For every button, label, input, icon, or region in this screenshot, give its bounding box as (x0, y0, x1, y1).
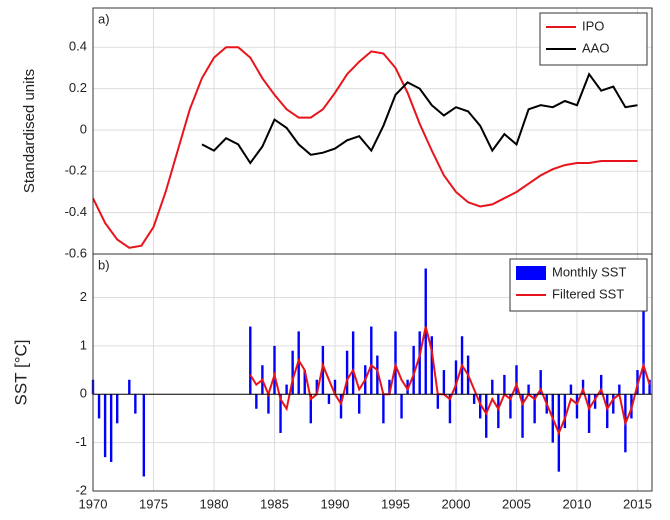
bar (345, 350, 349, 395)
bar (255, 394, 258, 409)
bar (267, 394, 270, 414)
bar (515, 365, 518, 395)
bar (472, 394, 476, 404)
bar (388, 379, 391, 395)
bar (478, 394, 482, 419)
y-tick-label: 2 (80, 289, 87, 304)
bar (527, 384, 530, 395)
y-tick-label: -1 (75, 434, 87, 449)
bar (436, 394, 440, 409)
bar (606, 394, 609, 429)
bar (142, 394, 146, 477)
bar (521, 394, 524, 438)
bar (491, 379, 494, 395)
y-tick-label: 0 (80, 386, 87, 401)
bar (279, 394, 282, 433)
bar (569, 384, 573, 395)
bar (587, 394, 591, 433)
bar (430, 336, 433, 395)
bar (539, 370, 542, 395)
bar (485, 394, 488, 438)
bar (273, 345, 276, 395)
bar (109, 394, 113, 462)
bar (442, 370, 446, 395)
bar (97, 394, 101, 419)
bar (315, 379, 319, 395)
x-tick-label: 2000 (442, 496, 471, 511)
y-tick-label: -0.6 (65, 245, 87, 260)
bar (382, 394, 385, 424)
x-tick-label: 1975 (139, 496, 168, 511)
y-axis-label: Standardised units (21, 69, 38, 193)
x-tick-label: 1990 (321, 496, 350, 511)
bar (103, 394, 107, 458)
bar (612, 394, 615, 414)
series-line (201, 72, 638, 165)
bar (249, 326, 252, 395)
bar (333, 379, 337, 395)
x-tick-label: 1970 (79, 496, 108, 511)
bar (575, 394, 579, 419)
bar (503, 374, 506, 395)
bar (376, 355, 379, 395)
bar (593, 394, 597, 409)
bar (128, 379, 131, 395)
bar (357, 394, 361, 414)
bar (303, 370, 306, 395)
y-tick-label: -2 (75, 482, 87, 497)
bar (599, 374, 603, 395)
x-tick-label: 2005 (502, 496, 531, 511)
bar (563, 394, 567, 429)
bar (497, 394, 500, 429)
x-tick-label: 1995 (381, 496, 410, 511)
bar (618, 384, 621, 395)
y-tick-label: 0 (80, 121, 87, 136)
legend-swatch (516, 266, 546, 280)
x-tick-label: 2015 (623, 496, 652, 511)
bar (115, 394, 119, 424)
bar (533, 394, 536, 424)
x-tick-label: 1985 (260, 496, 289, 511)
y-tick-label: 0.4 (69, 39, 87, 54)
bar (412, 345, 415, 395)
bar (291, 350, 294, 395)
y-tick-label: -0.2 (65, 163, 87, 178)
bar (454, 360, 458, 395)
series-line (92, 46, 638, 249)
legend-label: Filtered SST (552, 286, 624, 301)
legend-label: AAO (582, 40, 609, 55)
bar (370, 326, 373, 395)
bar (424, 268, 427, 395)
bar (285, 384, 288, 395)
bar (642, 302, 645, 395)
y-axis-label: SST [°C] (11, 340, 30, 406)
bar (418, 331, 421, 395)
legend-label: Monthly SST (552, 264, 626, 279)
x-tick-label: 1980 (200, 496, 229, 511)
plot-frame (92, 253, 653, 492)
panel-label: b) (98, 257, 110, 272)
legend-label: IPO (582, 18, 604, 33)
bar (309, 394, 312, 424)
bar (400, 394, 403, 419)
bar (351, 331, 355, 395)
y-tick-label: -0.4 (65, 204, 87, 219)
y-tick-label: 0.2 (69, 80, 87, 95)
legend-box (539, 12, 648, 66)
panel-label: a) (98, 11, 110, 26)
bar (648, 379, 651, 395)
bar (448, 394, 452, 424)
bar (134, 394, 137, 414)
bar (339, 394, 343, 419)
bar (327, 394, 331, 404)
bar (509, 394, 512, 419)
x-tick-label: 2010 (563, 496, 592, 511)
y-tick-label: 1 (80, 337, 87, 352)
